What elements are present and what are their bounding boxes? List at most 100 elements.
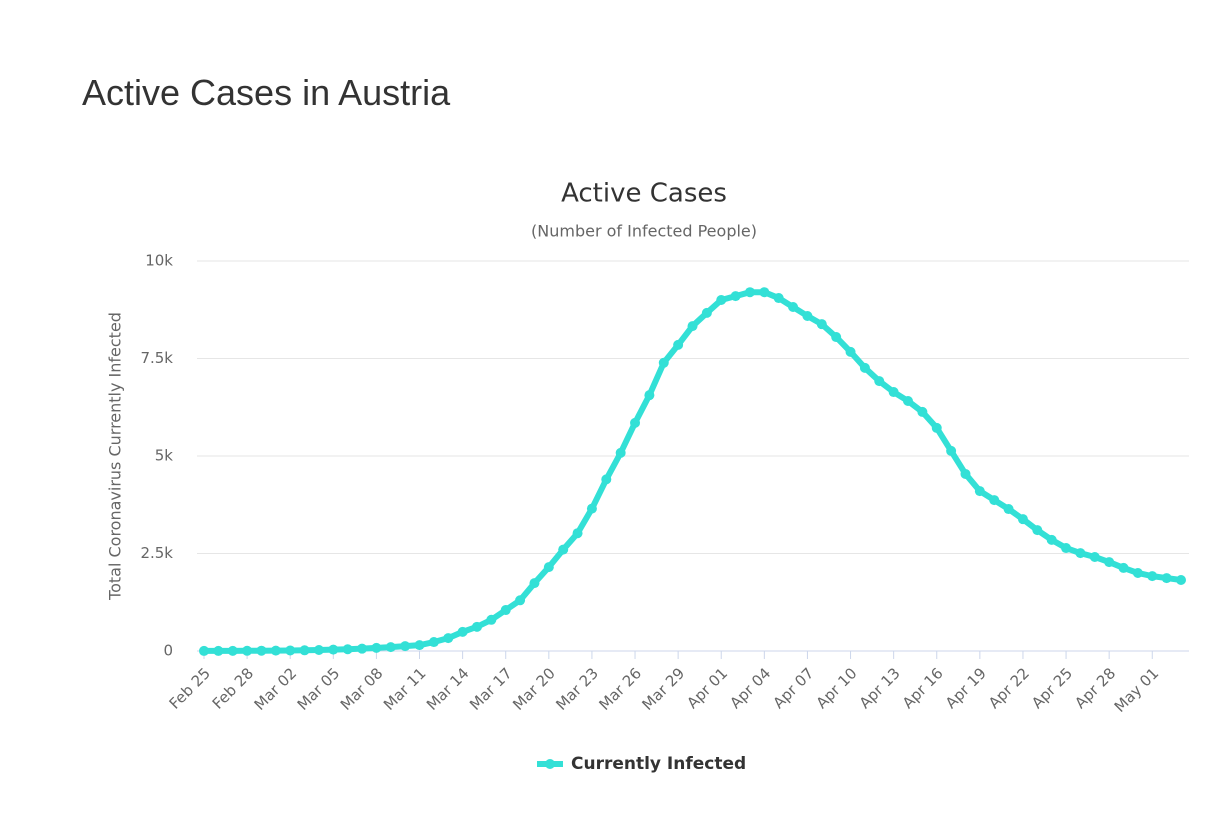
legend-marker <box>545 759 555 769</box>
point <box>673 339 684 350</box>
point <box>845 346 856 357</box>
point <box>586 503 597 514</box>
point <box>701 307 712 318</box>
point <box>414 640 425 651</box>
point <box>946 445 957 456</box>
point <box>1061 543 1072 554</box>
y-tick-label: 0 <box>163 642 173 660</box>
point <box>500 605 511 616</box>
point <box>831 332 842 343</box>
point <box>529 578 540 589</box>
point <box>457 626 468 637</box>
point <box>1132 568 1143 578</box>
x-tick-label: Mar 11 <box>380 664 430 714</box>
point <box>759 287 770 298</box>
y-tick-label: 10k <box>145 252 173 270</box>
point <box>357 643 368 654</box>
x-tick-label: May 01 <box>1111 664 1163 716</box>
series-line <box>204 289 1182 654</box>
point <box>874 376 885 387</box>
x-tick-label: Apr 13 <box>856 664 904 712</box>
point <box>1147 571 1158 582</box>
point <box>299 645 310 656</box>
point <box>888 387 899 398</box>
point <box>486 614 497 625</box>
point <box>974 486 985 497</box>
point <box>371 642 382 653</box>
point <box>227 645 238 656</box>
point <box>802 310 813 321</box>
y-tick-label: 5k <box>155 447 174 465</box>
point <box>687 321 698 332</box>
point <box>1089 552 1100 563</box>
point <box>1104 557 1115 568</box>
point <box>558 544 569 555</box>
chart-title: Active Cases <box>561 179 727 209</box>
point <box>1003 504 1014 515</box>
point <box>1032 525 1043 536</box>
point <box>1075 548 1086 559</box>
point <box>1017 514 1028 525</box>
point <box>658 357 669 368</box>
y-tick-label: 7.5k <box>140 349 173 367</box>
point <box>816 319 827 330</box>
x-tick-label: Feb 28 <box>209 664 257 712</box>
point <box>1046 534 1057 545</box>
point <box>385 642 396 653</box>
point <box>443 633 454 644</box>
point <box>471 621 482 632</box>
point <box>270 645 281 656</box>
point <box>199 645 209 656</box>
point <box>515 595 526 606</box>
point <box>1161 573 1172 584</box>
point <box>1176 575 1186 586</box>
point <box>630 417 641 428</box>
y-tick-label: 2.5k <box>140 544 173 562</box>
point <box>903 396 914 407</box>
point <box>328 644 339 655</box>
page-title: Active Cases in Austria <box>82 72 451 113</box>
point <box>644 390 655 401</box>
point <box>989 495 1000 506</box>
x-tick-label: Mar 08 <box>337 664 387 714</box>
x-tick-label: Mar 14 <box>423 664 473 714</box>
point <box>213 645 224 656</box>
point <box>242 645 253 656</box>
point <box>773 293 784 304</box>
x-tick-label: Mar 17 <box>466 664 516 714</box>
x-tick-label: Feb 25 <box>166 664 214 712</box>
point <box>931 422 942 433</box>
point <box>788 302 799 313</box>
x-tick-label: Mar 23 <box>552 664 602 714</box>
x-tick-label: Apr 01 <box>683 664 731 712</box>
point <box>543 562 554 573</box>
point <box>1118 562 1129 573</box>
x-tick-label: Apr 04 <box>726 664 774 712</box>
x-tick-label: Mar 05 <box>294 664 344 714</box>
point <box>859 362 870 373</box>
x-tick-label: Mar 20 <box>509 664 559 714</box>
point <box>601 474 612 485</box>
point <box>730 291 741 302</box>
x-tick-label: Mar 29 <box>639 664 689 714</box>
y-axis-label: Total Coronavirus Currently Infected <box>106 312 125 601</box>
x-tick-label: Apr 07 <box>770 664 818 712</box>
point <box>716 295 727 305</box>
point <box>256 645 267 656</box>
point <box>428 637 439 648</box>
x-tick-label: Apr 10 <box>813 664 861 712</box>
point <box>744 287 755 298</box>
chart-subtitle: (Number of Infected People) <box>531 222 757 241</box>
x-tick-label: Apr 16 <box>899 664 947 712</box>
legend-label: Currently Infected <box>571 754 746 774</box>
point <box>342 644 353 655</box>
point <box>917 406 928 417</box>
point <box>313 645 324 656</box>
point <box>615 447 626 458</box>
x-tick-label: Mar 02 <box>251 664 301 714</box>
x-tick-label: Apr 25 <box>1028 664 1076 712</box>
x-tick-label: Apr 19 <box>942 664 990 712</box>
point <box>960 468 971 479</box>
